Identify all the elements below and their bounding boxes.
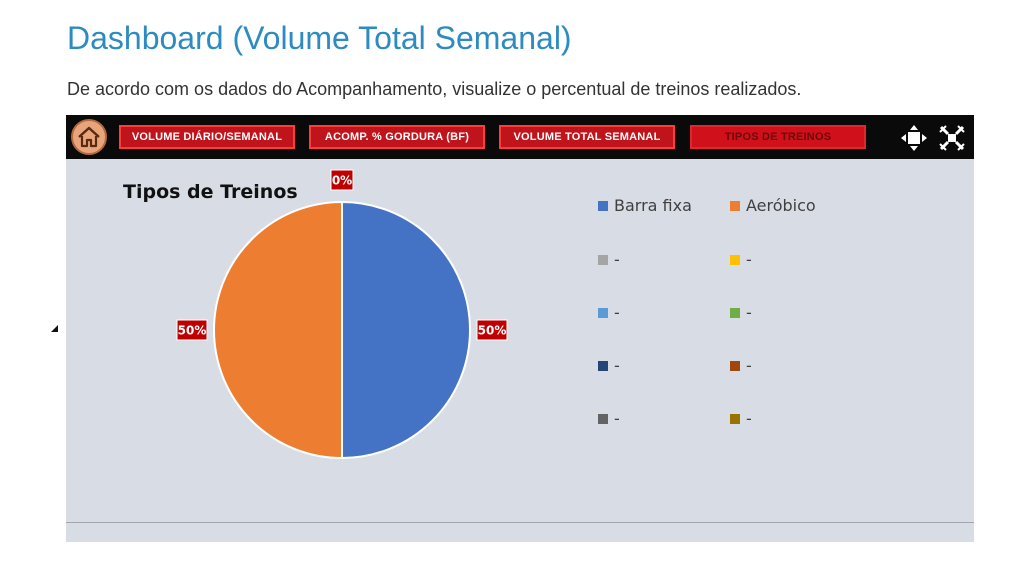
chart-title: Tipos de Treinos xyxy=(123,181,298,203)
dashboard-panel: VOLUME DIÁRIO/SEMANAL ACOMP. % GORDURA (… xyxy=(66,115,974,542)
house-icon xyxy=(78,126,100,148)
legend-swatch xyxy=(730,361,740,371)
chart-legend: Barra fixa Aeróbico - - - - - - - - xyxy=(598,196,816,428)
legend-swatch xyxy=(730,201,740,211)
data-label-box xyxy=(176,319,208,341)
data-label: 50% xyxy=(178,324,207,338)
legend-swatch xyxy=(730,255,740,265)
nav-volume-total-button[interactable]: VOLUME TOTAL SEMANAL xyxy=(499,125,675,149)
legend-label: - xyxy=(746,409,752,428)
legend-label: - xyxy=(746,356,752,375)
legend-swatch xyxy=(730,308,740,318)
pie-data-labels: 50% 50% 0% xyxy=(176,169,508,341)
pie-chart: Tipos de Treinos 50% 50% 0% Barra fixa Aeró… xyxy=(123,169,816,460)
nav-tipos-treinos-button[interactable]: TIPOS DE TREINOS xyxy=(690,125,866,149)
collapse-marker-icon xyxy=(51,325,58,332)
page-title: Dashboard (Volume Total Semanal) xyxy=(67,20,572,56)
legend-swatch xyxy=(598,201,608,211)
legend-swatch xyxy=(598,361,608,371)
legend-label: Barra fixa xyxy=(614,196,692,215)
legend-label: - xyxy=(614,250,620,269)
legend-swatch xyxy=(598,308,608,318)
data-label-box xyxy=(330,169,354,191)
dashboard-toolbar: VOLUME DIÁRIO/SEMANAL ACOMP. % GORDURA (… xyxy=(66,115,974,159)
data-label: 50% xyxy=(478,324,507,338)
legend-label: - xyxy=(746,250,752,269)
nav-volume-diario-button[interactable]: VOLUME DIÁRIO/SEMANAL xyxy=(119,125,295,149)
legend-swatch xyxy=(598,414,608,424)
data-label-box xyxy=(476,319,508,341)
collapse-arrows-icon[interactable] xyxy=(938,124,966,152)
nav-gordura-button[interactable]: ACOMP. % GORDURA (BF) xyxy=(309,125,485,149)
home-button[interactable] xyxy=(71,119,107,155)
expand-arrows-icon[interactable] xyxy=(900,124,928,152)
legend-label: - xyxy=(746,303,752,322)
legend-label: Aeróbico xyxy=(746,196,816,215)
legend-label: - xyxy=(614,409,620,428)
pie-slice xyxy=(213,200,343,460)
legend-swatch xyxy=(730,414,740,424)
pie-slices xyxy=(213,200,471,460)
page-subtitle: De acordo com os dados do Acompanhamento… xyxy=(67,79,802,99)
legend-label: - xyxy=(614,303,620,322)
pie-slice xyxy=(341,200,471,460)
bottom-divider xyxy=(66,522,974,523)
legend-swatch xyxy=(598,255,608,265)
legend-label: - xyxy=(614,356,620,375)
data-label: 0% xyxy=(332,174,352,188)
